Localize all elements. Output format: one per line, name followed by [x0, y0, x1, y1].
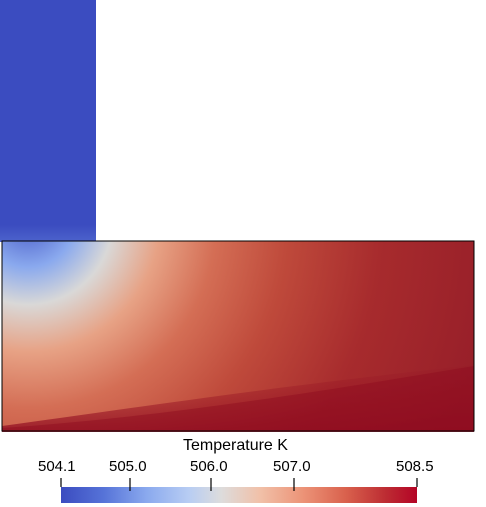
colorbar-gradient — [61, 487, 417, 503]
colorbar — [60, 478, 418, 503]
colorbar-label-505: 505.0 — [109, 458, 147, 475]
colorbar-label-507: 507.0 — [273, 458, 311, 475]
vertical-stem — [0, 0, 96, 242]
colorbar-label-max: 508.5 — [396, 458, 434, 475]
main-block — [1, 240, 475, 432]
colorbar-label-min: 504.1 — [38, 458, 76, 475]
colorbar-title: Temperature K — [183, 437, 288, 454]
colorbar-label-506: 506.0 — [190, 458, 228, 475]
